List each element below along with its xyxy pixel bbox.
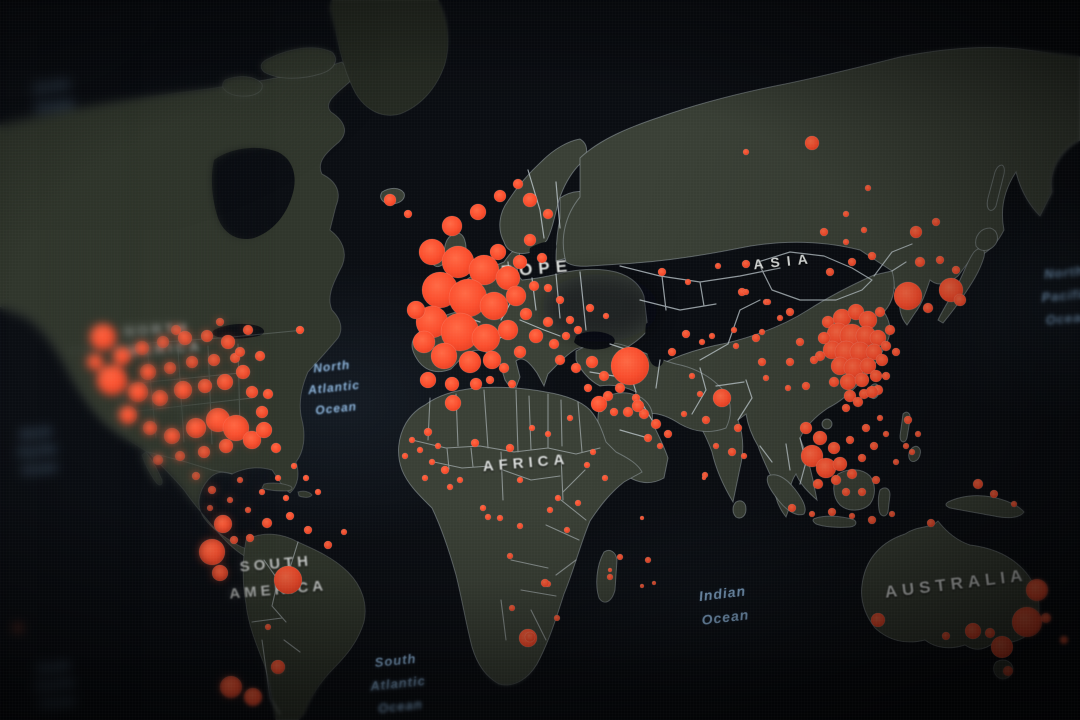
vignette-overlay xyxy=(0,0,1080,720)
screen-texture-overlay xyxy=(0,0,1080,720)
photographed-dashboard-screen: NORTH AMERICASOUTH AMERICAROPEAFRICAASIA… xyxy=(0,0,1080,720)
